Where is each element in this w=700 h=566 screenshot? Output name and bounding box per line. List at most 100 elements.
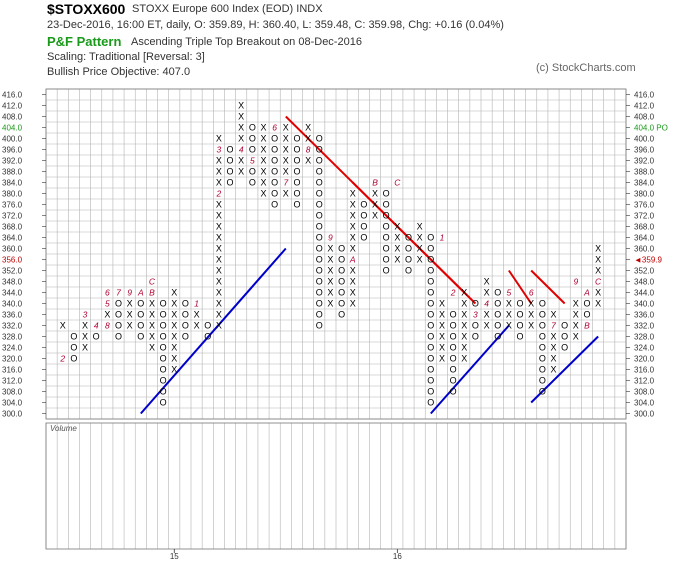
x-box: X <box>305 134 311 144</box>
o-box: O <box>93 332 100 342</box>
x-box: X <box>260 145 266 155</box>
y-tick-label-left: 380.0 <box>2 190 23 199</box>
o-box: O <box>338 299 345 309</box>
x-box: X <box>573 299 579 309</box>
o-box: O <box>316 255 323 265</box>
o-box: O <box>427 321 434 331</box>
x-box: X <box>394 244 400 254</box>
month-marker: 6 <box>105 288 110 298</box>
x-box: X <box>216 244 222 254</box>
y-tick-label-left: 372.0 <box>2 212 23 221</box>
y-tick-label-left: 340.0 <box>2 300 23 309</box>
x-box: X <box>350 288 356 298</box>
o-box: O <box>316 167 323 177</box>
last-price-marker: ◄359.9 <box>634 256 662 265</box>
x-box: X <box>461 354 467 364</box>
x-box: X <box>171 310 177 320</box>
x-box: X <box>350 244 356 254</box>
x-box: X <box>216 255 222 265</box>
month-marker: C <box>149 277 156 287</box>
o-box: O <box>427 398 434 408</box>
x-box: X <box>350 277 356 287</box>
o-box: O <box>583 299 590 309</box>
month-marker: 3 <box>83 310 88 320</box>
y-tick-label-right: 384.0 <box>634 179 655 188</box>
month-marker: 7 <box>551 321 556 331</box>
x-box: X <box>372 200 378 210</box>
o-box: O <box>427 233 434 243</box>
x-box: X <box>127 299 133 309</box>
month-marker: 7 <box>283 178 288 188</box>
o-box: O <box>249 167 256 177</box>
y-tick-label-left: 332.0 <box>2 322 23 331</box>
o-box: O <box>383 189 390 199</box>
o-box: O <box>316 233 323 243</box>
month-marker: 9 <box>328 233 333 243</box>
o-box: O <box>539 321 546 331</box>
x-box: X <box>372 211 378 221</box>
x-box: X <box>595 288 601 298</box>
x-box: X <box>528 321 534 331</box>
volume-label: Volume <box>50 424 77 433</box>
month-marker: 3 <box>217 145 222 155</box>
month-marker: A <box>137 288 144 298</box>
o-box: O <box>360 211 367 221</box>
o-box: O <box>472 321 479 331</box>
y-tick-label-right: 352.0 <box>634 267 655 276</box>
o-box: O <box>338 255 345 265</box>
month-marker: 6 <box>529 288 534 298</box>
o-box: O <box>360 222 367 232</box>
x-box: X <box>550 365 556 375</box>
x-box: X <box>350 266 356 276</box>
symbol-description: STOXX Europe 600 Index (EOD) INDX <box>132 3 323 15</box>
month-marker: 5 <box>250 156 255 166</box>
o-box: O <box>271 156 278 166</box>
o-box: O <box>539 343 546 353</box>
o-box: O <box>115 332 122 342</box>
o-box: O <box>427 332 434 342</box>
o-box: O <box>494 310 501 320</box>
x-box: X <box>238 156 244 166</box>
y-tick-label-left: 412.0 <box>2 102 23 111</box>
y-tick-label-left: 336.0 <box>2 311 23 320</box>
x-box: X <box>550 310 556 320</box>
o-box: O <box>160 321 167 331</box>
o-box: O <box>539 387 546 397</box>
o-box: O <box>427 288 434 298</box>
copyright-credit: (c) StockCharts.com <box>536 62 636 74</box>
o-box: O <box>472 299 479 309</box>
month-marker: 9 <box>573 277 578 287</box>
o-box: O <box>271 167 278 177</box>
o-box: O <box>405 255 412 265</box>
x-box: X <box>82 343 88 353</box>
o-box: O <box>450 365 457 375</box>
x-box: X <box>394 222 400 232</box>
quote-line: 23-Dec-2016, 16:00 ET, daily, O: 359.89,… <box>47 19 504 31</box>
o-box: O <box>427 255 434 265</box>
x-box: X <box>216 321 222 331</box>
y-tick-label-left: 392.0 <box>2 157 23 166</box>
o-box: O <box>316 288 323 298</box>
x-box: X <box>595 244 601 254</box>
x-box: X <box>327 277 333 287</box>
y-tick-label-right: 324.0 <box>634 344 655 353</box>
y-tick-label-left: 320.0 <box>2 355 23 364</box>
o-box: O <box>293 189 300 199</box>
x-box: X <box>104 310 110 320</box>
o-box: O <box>137 332 144 342</box>
o-box: O <box>137 299 144 309</box>
month-marker: 3 <box>473 310 478 320</box>
x-box: X <box>216 211 222 221</box>
o-box: O <box>561 321 568 331</box>
x-box: X <box>484 310 490 320</box>
month-marker: A <box>349 255 356 265</box>
o-box: O <box>583 310 590 320</box>
x-box: X <box>283 123 289 133</box>
volume-frame <box>45 422 627 550</box>
x-box: X <box>171 299 177 309</box>
o-box: O <box>472 332 479 342</box>
o-box: O <box>539 310 546 320</box>
o-box: O <box>405 244 412 254</box>
support-trendline <box>530 335 599 404</box>
y-tick-label-right: 340.0 <box>634 300 655 309</box>
